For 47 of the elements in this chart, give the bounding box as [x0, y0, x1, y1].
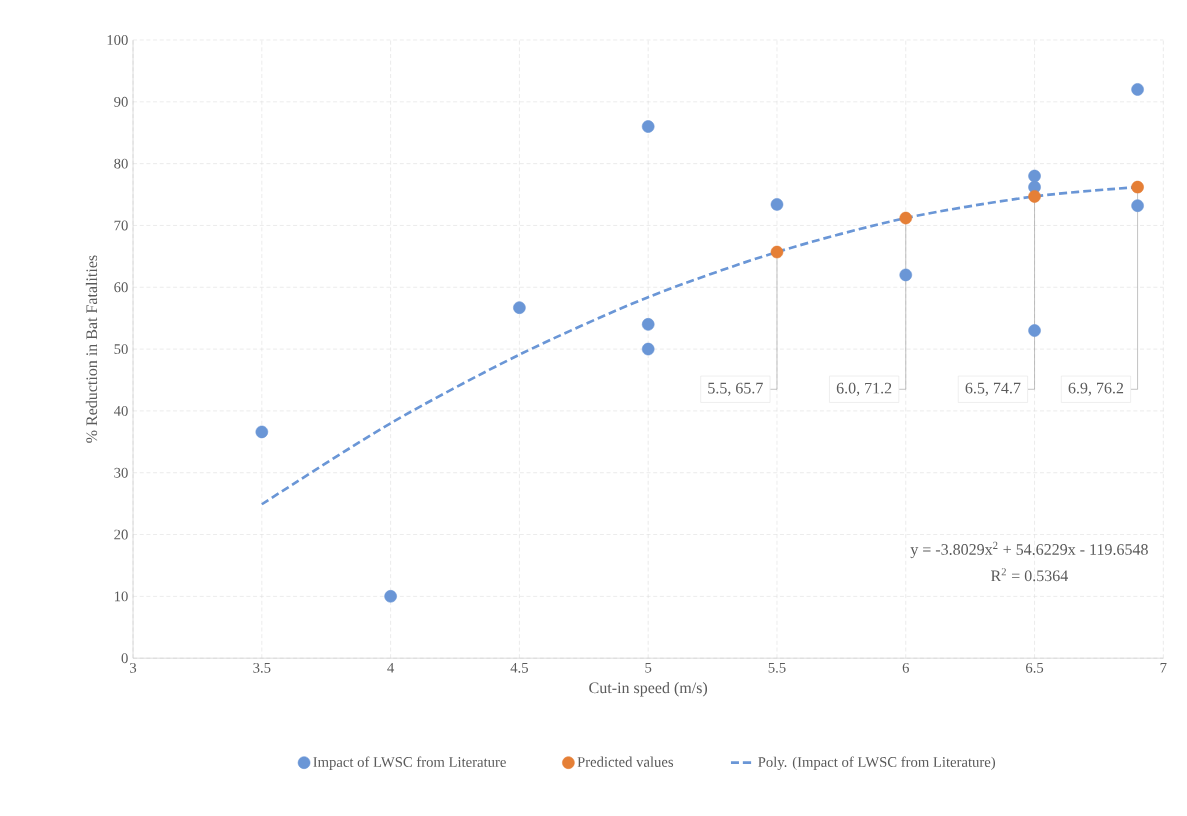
annotation: 5.5, 65.7: [708, 382, 763, 396]
y-tick-label: 100: [107, 34, 128, 45]
annotation: R$^{2}$ = 0.5364: [991, 568, 1068, 582]
point: [641, 317, 655, 331]
point: [1028, 190, 1041, 203]
point: [770, 245, 784, 259]
x-tick-label: 6: [902, 662, 909, 673]
x-tick-label: 5: [645, 662, 652, 673]
point: [255, 425, 269, 439]
y-tick-label: 80: [114, 158, 128, 169]
x-tick-label: 3.5: [253, 662, 271, 673]
y-tick-label: 70: [114, 220, 128, 231]
point: [1028, 324, 1041, 337]
y-tick-label: 20: [114, 529, 128, 540]
point: [1028, 169, 1041, 183]
point: [384, 589, 397, 603]
annotation: 6.5, 74.7: [965, 382, 1021, 396]
y-tick-label: 40: [113, 405, 128, 416]
point: [1131, 180, 1144, 194]
annotation: 6.0, 71.2: [836, 382, 892, 396]
y-tick-label: 50: [114, 344, 128, 354]
annotation: 6.9, 76.2: [1068, 382, 1124, 396]
x-tick-label: 4.5: [510, 662, 528, 673]
point: [641, 120, 655, 133]
y-tick-label: 30: [114, 467, 128, 478]
y-tick-label: 90: [114, 96, 128, 107]
point: [641, 342, 655, 356]
legend-label: Impact of LWSC from Literature: [313, 756, 506, 770]
legend-label: Poly. (Impact of LWSC from Literature): [758, 756, 996, 770]
y-axis-title: % Reduction in Bat Fatalities: [85, 255, 98, 443]
point: [1131, 199, 1144, 212]
point: [899, 268, 913, 282]
x-tick-label: 6.5: [1026, 662, 1044, 673]
y-tick-label: 60: [114, 282, 128, 293]
point: [899, 211, 913, 225]
x-tick-label: 5.5: [768, 662, 786, 673]
x-tick-label: 3: [130, 662, 137, 673]
y-tick-label: 0: [121, 653, 128, 664]
x-axis-title: Cut-in speed (m/s): [589, 681, 708, 697]
legend-label: Predicted values: [577, 756, 674, 767]
annotation: y = -3.8029x$^{2}$ + 54.6229x - 119.6548: [910, 541, 1148, 559]
x-tick-label: 4: [387, 662, 395, 673]
point: [770, 198, 784, 211]
y-tick-label: 10: [114, 591, 128, 602]
point: [1131, 83, 1144, 96]
x-tick-label: 7: [1160, 662, 1167, 673]
point: [513, 301, 526, 314]
